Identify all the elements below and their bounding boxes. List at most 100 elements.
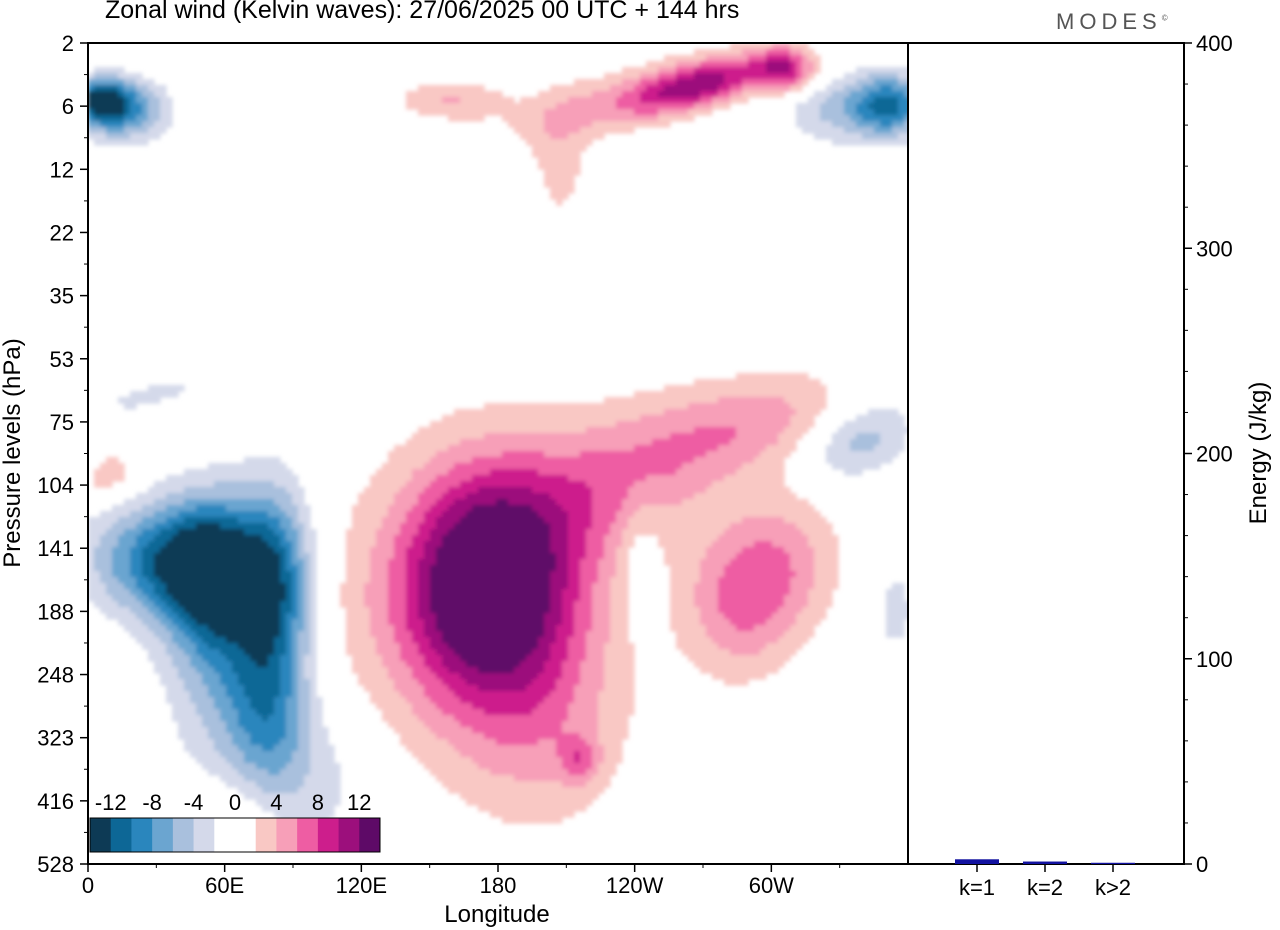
contour-cell bbox=[760, 415, 767, 422]
contour-cell bbox=[490, 91, 497, 98]
contour-cell bbox=[574, 451, 581, 458]
contour-cell bbox=[88, 85, 95, 92]
contour-cell bbox=[742, 529, 749, 536]
contour-cell bbox=[748, 625, 755, 632]
contour-cell bbox=[802, 391, 809, 398]
contour-cell bbox=[514, 595, 521, 602]
contour-cell bbox=[850, 445, 857, 452]
contour-cell bbox=[556, 109, 563, 116]
contour-cell bbox=[538, 481, 545, 488]
contour-cell bbox=[490, 463, 497, 470]
contour-cell bbox=[250, 457, 257, 464]
contour-cell bbox=[568, 457, 575, 464]
contour-cell bbox=[580, 613, 587, 620]
contour-cell bbox=[820, 571, 827, 578]
contour-cell bbox=[274, 571, 281, 578]
contour-cell bbox=[118, 547, 125, 554]
contour-cell bbox=[682, 103, 689, 110]
contour-cell bbox=[118, 541, 125, 548]
contour-cell bbox=[748, 499, 755, 506]
contour-cell bbox=[238, 571, 245, 578]
contour-cell bbox=[886, 613, 893, 620]
contour-cell bbox=[562, 481, 569, 488]
contour-cell bbox=[898, 139, 905, 146]
contour-cell bbox=[556, 457, 563, 464]
contour-cell bbox=[268, 523, 275, 530]
contour-cell bbox=[496, 445, 503, 452]
contour-cell bbox=[178, 499, 185, 506]
contour-cell bbox=[448, 457, 455, 464]
contour-cell bbox=[376, 505, 383, 512]
contour-cell bbox=[280, 595, 287, 602]
contour-cell bbox=[226, 565, 233, 572]
contour-cell bbox=[706, 535, 713, 542]
contour-cell bbox=[238, 481, 245, 488]
contour-cell bbox=[364, 529, 371, 536]
contour-cell bbox=[616, 73, 623, 80]
contour-cell bbox=[682, 481, 689, 488]
contour-cell bbox=[556, 535, 563, 542]
contour-cell bbox=[520, 415, 527, 422]
contour-cell bbox=[436, 607, 443, 614]
contour-cell bbox=[616, 109, 623, 116]
contour-cell bbox=[526, 577, 533, 584]
contour-cell bbox=[166, 505, 173, 512]
contour-cell bbox=[688, 397, 695, 404]
contour-cell bbox=[826, 457, 833, 464]
contour-cell bbox=[418, 535, 425, 542]
contour-cell bbox=[550, 505, 557, 512]
contour-cell bbox=[742, 433, 749, 440]
contour-cell bbox=[712, 583, 719, 590]
contour-cell bbox=[592, 607, 599, 614]
contour-cell bbox=[376, 601, 383, 608]
contour-cell bbox=[694, 601, 701, 608]
contour-cell bbox=[364, 571, 371, 578]
contour-cell bbox=[760, 619, 767, 626]
contour-cell bbox=[508, 439, 515, 446]
contour-cell bbox=[556, 169, 563, 176]
contour-cell bbox=[244, 487, 251, 494]
contour-cell bbox=[454, 541, 461, 548]
contour-cell bbox=[280, 565, 287, 572]
contour-cell bbox=[118, 559, 125, 566]
contour-cell bbox=[856, 115, 863, 122]
contour-cell bbox=[148, 103, 155, 110]
contour-cell bbox=[646, 61, 653, 68]
contour-cell bbox=[826, 541, 833, 548]
contour-cell bbox=[634, 391, 641, 398]
contour-cell bbox=[670, 457, 677, 464]
contour-cell bbox=[658, 85, 665, 92]
contour-cell bbox=[646, 409, 653, 416]
contour-cell bbox=[466, 109, 473, 116]
contour-cell bbox=[262, 511, 269, 518]
contour-cell bbox=[262, 529, 269, 536]
contour-cell bbox=[94, 67, 101, 74]
contour-cell bbox=[784, 619, 791, 626]
contour-cell bbox=[838, 457, 845, 464]
contour-cell bbox=[694, 91, 701, 98]
contour-cell bbox=[688, 529, 695, 536]
contour-cell bbox=[160, 535, 167, 542]
contour-cell bbox=[358, 547, 365, 554]
contour-cell bbox=[886, 121, 893, 128]
contour-cell bbox=[682, 97, 689, 104]
contour-cell bbox=[802, 403, 809, 410]
contour-cell bbox=[472, 475, 479, 482]
contour-cell bbox=[904, 109, 908, 116]
contour-cell bbox=[286, 589, 293, 596]
contour-cell bbox=[388, 541, 395, 548]
contour-cell bbox=[856, 79, 863, 86]
contour-cell bbox=[538, 625, 545, 632]
contour-cell bbox=[634, 85, 641, 92]
contour-cell bbox=[766, 541, 773, 548]
contour-cell bbox=[526, 547, 533, 554]
contour-cell bbox=[802, 523, 809, 530]
contour-cell bbox=[538, 499, 545, 506]
contour-cell bbox=[706, 469, 713, 476]
contour-cell bbox=[790, 493, 797, 500]
contour-cell bbox=[436, 421, 443, 428]
contour-cell bbox=[532, 115, 539, 122]
contour-cell bbox=[502, 511, 509, 518]
contour-cell bbox=[760, 397, 767, 404]
contour-cell bbox=[898, 445, 905, 452]
